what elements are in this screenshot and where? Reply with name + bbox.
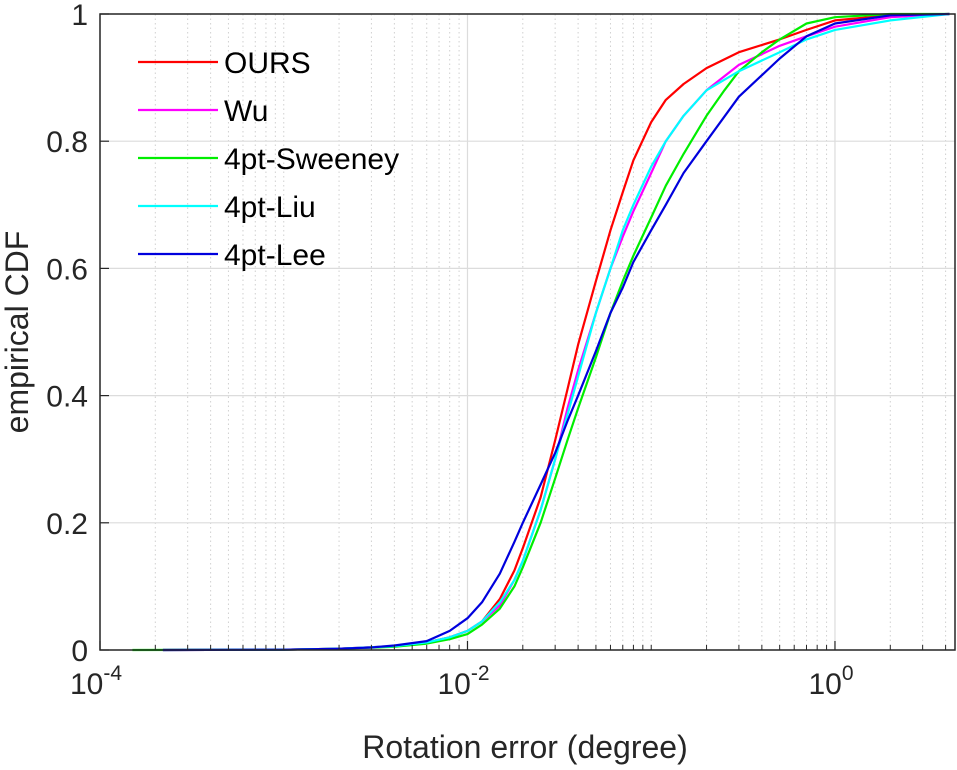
y-tick-label: 0.6 [46, 253, 88, 286]
legend: OURS Wu 4pt-Sweeney 4pt-Liu 4pt-Lee [138, 47, 399, 272]
x-tick-label: 10-2 [437, 662, 489, 701]
y-tick-label: 1 [71, 0, 88, 32]
legend-label-4pt-lee: 4pt-Lee [224, 239, 326, 272]
x-axis-label: Rotation error (degree) [362, 729, 687, 765]
x-tick-label: 10-4 [70, 662, 122, 701]
x-tick-label: 100 [808, 662, 853, 701]
legend-label-ours: OURS [224, 47, 311, 80]
y-tick-label: 0.8 [46, 126, 88, 159]
tick-marks [99, 13, 947, 651]
axes-box [99, 13, 956, 651]
data-series [132, 12, 950, 652]
y-axis-label: empirical CDF [0, 231, 35, 434]
series-line-4pt-lee [162, 12, 950, 652]
y-tick-label: 0.4 [46, 381, 88, 414]
y-tick-label: 0 [71, 635, 88, 668]
x-tick-labels: 10-4 10-2 100 [70, 662, 854, 701]
legend-label-4pt-liu: 4pt-Liu [224, 191, 316, 224]
series-line-4pt-liu [162, 12, 950, 652]
series-line-4pt-sweeney [132, 12, 950, 652]
legend-label-4pt-sweeney: 4pt-Sweeney [224, 143, 399, 176]
y-tick-labels: 0 0.2 0.4 0.6 0.8 1 [46, 0, 88, 668]
y-tick-label: 0.2 [46, 508, 88, 541]
legend-label-wu: Wu [224, 95, 268, 128]
